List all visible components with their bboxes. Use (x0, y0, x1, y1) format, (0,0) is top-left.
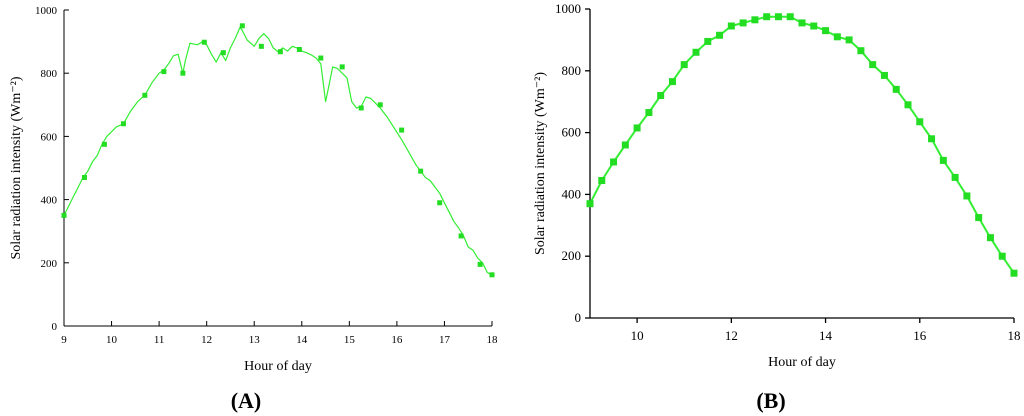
data-point (586, 200, 594, 208)
series-line (589, 15, 1015, 274)
x-tick-label: 12 (201, 334, 212, 346)
data-point (751, 16, 759, 24)
data-point (220, 50, 226, 56)
data-point (621, 141, 629, 149)
x-tick-label: 10 (106, 334, 118, 346)
x-tick-label: 16 (913, 328, 927, 343)
x-tick-label: 16 (391, 334, 403, 346)
x-tick-label: 18 (1008, 328, 1021, 343)
data-point (458, 233, 464, 239)
data-point (180, 70, 186, 76)
data-point (869, 61, 877, 69)
data-point (845, 36, 853, 44)
x-tick-label: 13 (249, 334, 261, 346)
data-point (904, 101, 912, 109)
chart-panel-b: 0 200 400 600 800 1000 10 12 14 16 18 Hour of day So… (533, 1, 1021, 413)
x-tick-label: 12 (725, 328, 738, 343)
data-point (951, 173, 959, 181)
data-point (399, 127, 405, 133)
y-tick-label: 200 (41, 258, 58, 270)
panel-label: (A) (231, 388, 262, 413)
data-point (739, 19, 747, 27)
data-point (727, 22, 735, 30)
y-tick-label: 400 (562, 186, 582, 201)
data-point (296, 47, 302, 52)
x-tick-label: 9 (61, 334, 67, 346)
data-point (963, 192, 971, 200)
data-point (657, 92, 665, 100)
data-point (81, 174, 87, 180)
data-point (786, 13, 794, 21)
x-axis-title: Hour of day (244, 359, 312, 374)
data-point (998, 252, 1006, 260)
data-point (704, 37, 712, 45)
series-line (63, 26, 493, 276)
data-point (668, 78, 676, 86)
y-tick-label: 0 (575, 310, 582, 325)
data-point (142, 92, 148, 98)
x-tick-label: 17 (439, 334, 451, 346)
data-point (928, 135, 936, 143)
data-point (857, 47, 865, 55)
x-tick-label: 15 (344, 334, 356, 346)
y-tick-label: 200 (562, 248, 582, 263)
data-point (201, 39, 207, 45)
data-point (822, 27, 830, 35)
data-point (318, 55, 324, 61)
y-axis-title: Solar radiation intensity (Wm⁻²) (9, 76, 24, 259)
data-point (161, 69, 167, 75)
data-point (692, 48, 700, 56)
data-point (120, 121, 126, 127)
y-tick-label: 400 (41, 195, 58, 207)
data-point (633, 124, 641, 132)
data-point (239, 23, 245, 29)
y-tick-label: 0 (52, 321, 58, 333)
data-point (916, 118, 924, 126)
data-point (810, 22, 818, 30)
data-point (880, 71, 888, 79)
data-point (645, 109, 653, 117)
data-point (101, 141, 107, 147)
data-point (986, 234, 994, 242)
data-point (437, 200, 443, 206)
y-tick-label: 600 (562, 125, 582, 140)
data-point (939, 156, 947, 164)
data-point (377, 102, 383, 108)
x-tick-label: 18 (487, 334, 499, 346)
data-point (418, 168, 424, 174)
data-point (892, 85, 900, 93)
data-point (774, 13, 782, 21)
x-axis-title: Hour of day (768, 355, 836, 370)
data-point (833, 33, 841, 41)
data-point (477, 261, 483, 267)
chart-panel-a: 0 200 400 600 800 1000 9 10 11 12 13 14 15 16 17 18 Hour… (9, 5, 498, 413)
data-point (680, 61, 688, 69)
x-tick-label: 10 (631, 328, 644, 343)
data-point (339, 64, 345, 70)
data-point (975, 214, 983, 222)
panel-label: (B) (756, 388, 785, 413)
data-point (277, 49, 283, 55)
y-tick-label: 1000 (35, 5, 58, 17)
data-point (763, 13, 771, 21)
x-tick-label: 14 (819, 328, 833, 343)
y-tick-label: 800 (41, 68, 58, 80)
x-tick-label: 14 (296, 334, 308, 346)
data-point (598, 176, 606, 184)
data-point (489, 272, 495, 278)
data-point (798, 19, 806, 27)
data-point (258, 43, 264, 49)
data-point (61, 212, 67, 218)
y-tick-label: 1000 (555, 1, 581, 16)
data-point (1010, 269, 1018, 277)
y-tick-label: 600 (41, 131, 58, 143)
y-tick-label: 800 (562, 63, 582, 78)
data-point (610, 158, 618, 166)
y-axis-title: Solar radiation intensity (Wm⁻²) (533, 72, 548, 255)
x-tick-label: 11 (154, 334, 165, 346)
data-point (716, 31, 724, 39)
data-point (358, 105, 364, 111)
